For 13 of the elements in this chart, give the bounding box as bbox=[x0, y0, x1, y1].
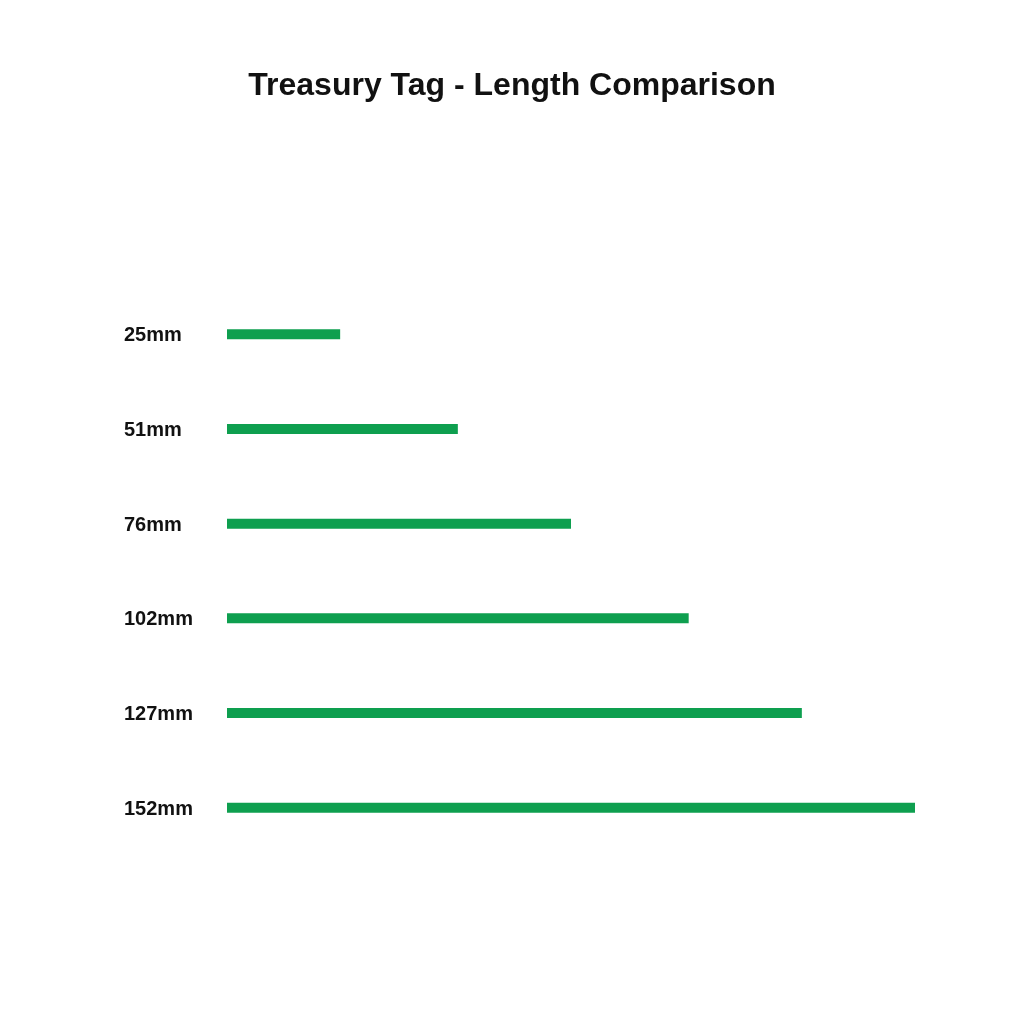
data-label: 102mm bbox=[124, 607, 193, 630]
bar bbox=[227, 708, 802, 718]
bar bbox=[227, 329, 341, 340]
bar bbox=[227, 518, 571, 529]
bar bbox=[227, 613, 689, 624]
data-label: 51mm bbox=[124, 418, 182, 440]
data-label: 127mm bbox=[124, 702, 193, 724]
chart-title: Treasury Tag - Length Comparison bbox=[248, 66, 776, 102]
data-label: 152mm bbox=[124, 796, 193, 819]
data-label: 25mm bbox=[124, 323, 182, 346]
bar bbox=[227, 802, 915, 813]
data-label: 76mm bbox=[124, 512, 182, 535]
bar bbox=[227, 424, 458, 434]
